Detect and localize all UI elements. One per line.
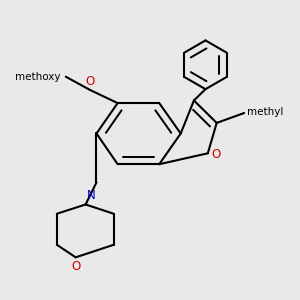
Text: O: O	[85, 74, 94, 88]
Text: methoxy: methoxy	[15, 72, 60, 82]
Text: methyl: methyl	[247, 106, 284, 116]
Text: N: N	[87, 189, 96, 202]
Text: O: O	[212, 148, 221, 161]
Text: O: O	[71, 260, 80, 273]
